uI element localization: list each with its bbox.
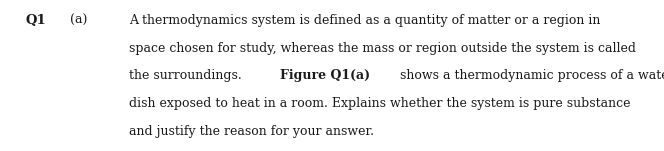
Text: and justify the reason for your answer.: and justify the reason for your answer. (129, 125, 374, 138)
Text: (a): (a) (70, 14, 87, 27)
Text: the surroundings.: the surroundings. (129, 69, 246, 82)
Text: shows a thermodynamic process of a water: shows a thermodynamic process of a water (396, 69, 664, 82)
Text: space chosen for study, whereas the mass or region outside the system is called: space chosen for study, whereas the mass… (129, 42, 637, 55)
Text: dish exposed to heat in a room. Explains whether the system is pure substance: dish exposed to heat in a room. Explains… (129, 97, 631, 110)
Text: Q1: Q1 (25, 14, 46, 27)
Text: A thermodynamics system is defined as a quantity of matter or a region in: A thermodynamics system is defined as a … (129, 14, 601, 27)
Text: Figure Q1(a): Figure Q1(a) (280, 69, 371, 82)
